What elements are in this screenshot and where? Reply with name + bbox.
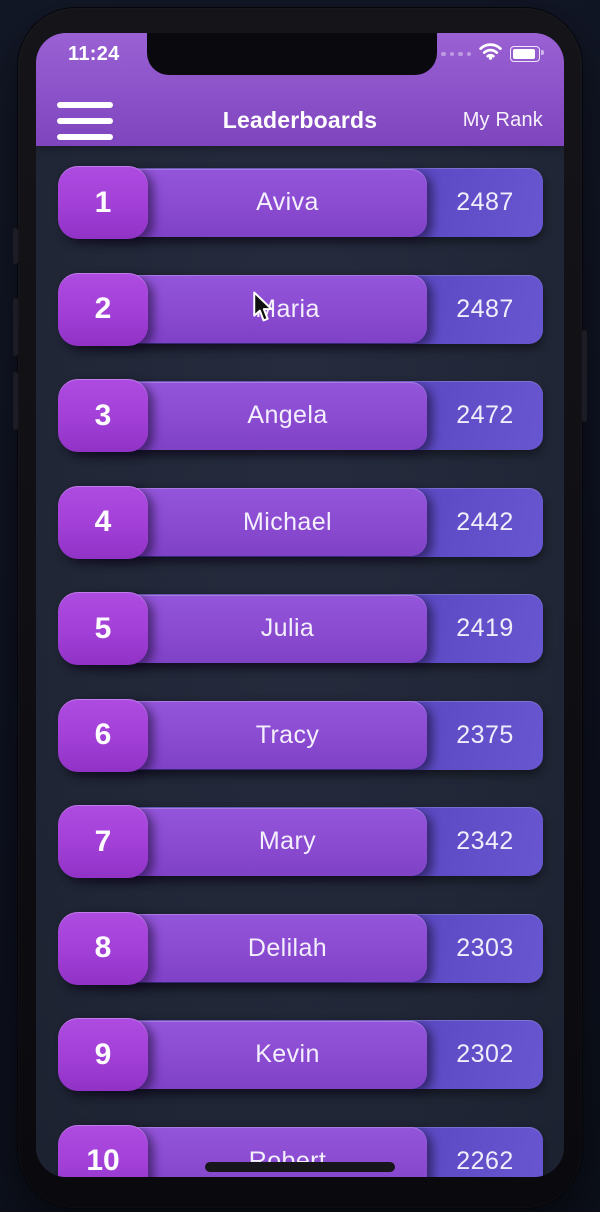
- rank-badge: 1: [58, 166, 148, 239]
- rank-number: 10: [86, 1144, 120, 1177]
- rank-badge: 4: [58, 485, 148, 559]
- leaderboard-row[interactable]: 6 Tracy 2375: [58, 698, 543, 772]
- volume-up-button: [13, 298, 18, 356]
- rank-number: 3: [94, 398, 112, 432]
- rank-number: 2: [94, 292, 112, 325]
- leaderboard-row[interactable]: 4 Michael 2442: [58, 485, 543, 559]
- player-name: Mary: [258, 827, 317, 855]
- power-button: [582, 330, 587, 422]
- player-name: Maria: [255, 294, 320, 323]
- player-name: Angela: [247, 401, 328, 429]
- screen: 11:24 Leaderboards My Rank: [36, 33, 564, 1177]
- leaderboard-row[interactable]: 8 Delilah 2303: [58, 911, 543, 985]
- rank-number: 7: [94, 824, 112, 858]
- player-score: 2487: [456, 294, 514, 323]
- leaderboard-row[interactable]: 9 Kevin 2302: [58, 1018, 543, 1091]
- rank-number: 5: [94, 611, 112, 645]
- leaderboard-row[interactable]: 3 Angela 2472: [58, 379, 543, 452]
- rank-number: 4: [94, 505, 112, 538]
- rank-badge: 10: [58, 1124, 148, 1177]
- leaderboard-row[interactable]: 7 Mary 2342: [58, 805, 543, 878]
- status-icons: [441, 33, 544, 75]
- player-score: 2419: [456, 614, 514, 642]
- player-score: 2472: [456, 401, 514, 429]
- menu-button[interactable]: [57, 101, 113, 140]
- rank-badge: 5: [58, 592, 148, 665]
- page-title: Leaderboards: [222, 107, 378, 133]
- player-score: 2262: [456, 1146, 514, 1175]
- leaderboard-list: 1 Aviva 2487 2 Maria 2487 3 Angela 2472 …: [58, 166, 543, 1177]
- rank-number: 6: [94, 718, 112, 751]
- notch: [147, 33, 437, 75]
- player-name: Tracy: [255, 720, 320, 749]
- player-score: 2375: [456, 720, 514, 749]
- my-rank-button[interactable]: My Rank: [462, 109, 543, 131]
- player-name: Kevin: [255, 1040, 320, 1068]
- player-score: 2302: [456, 1040, 514, 1068]
- home-indicator[interactable]: [205, 1162, 395, 1172]
- player-score: 2303: [456, 933, 514, 962]
- rank-badge: 7: [58, 805, 148, 878]
- cellular-signal-icon: [441, 51, 471, 57]
- rank-badge: 6: [58, 698, 148, 772]
- mute-switch: [13, 228, 18, 264]
- player-name: Michael: [243, 507, 332, 536]
- rank-badge: 8: [58, 911, 148, 985]
- player-score: 2442: [456, 507, 514, 536]
- leaderboard-row[interactable]: 5 Julia 2419: [58, 592, 543, 665]
- rank-number: 8: [94, 931, 112, 964]
- wifi-icon: [479, 43, 502, 65]
- player-name: Aviva: [256, 188, 319, 216]
- player-name: Delilah: [247, 933, 328, 962]
- rank-badge: 9: [58, 1018, 148, 1091]
- status-time: 11:24: [68, 42, 120, 65]
- rank-badge: 2: [58, 272, 148, 346]
- rank-number: 1: [94, 185, 112, 219]
- battery-icon: [510, 46, 544, 62]
- rank-number: 9: [94, 1037, 112, 1071]
- player-name: Julia: [260, 614, 315, 642]
- hamburger-icon: [57, 102, 113, 108]
- leaderboard-row[interactable]: 1 Aviva 2487: [58, 166, 543, 239]
- rank-badge: 3: [58, 379, 148, 452]
- volume-down-button: [13, 372, 18, 430]
- player-score: 2342: [456, 827, 514, 855]
- leaderboard-row[interactable]: 10 Robert 2262: [58, 1124, 543, 1177]
- leaderboard-row[interactable]: 2 Maria 2487: [58, 272, 543, 346]
- player-score: 2487: [456, 188, 514, 216]
